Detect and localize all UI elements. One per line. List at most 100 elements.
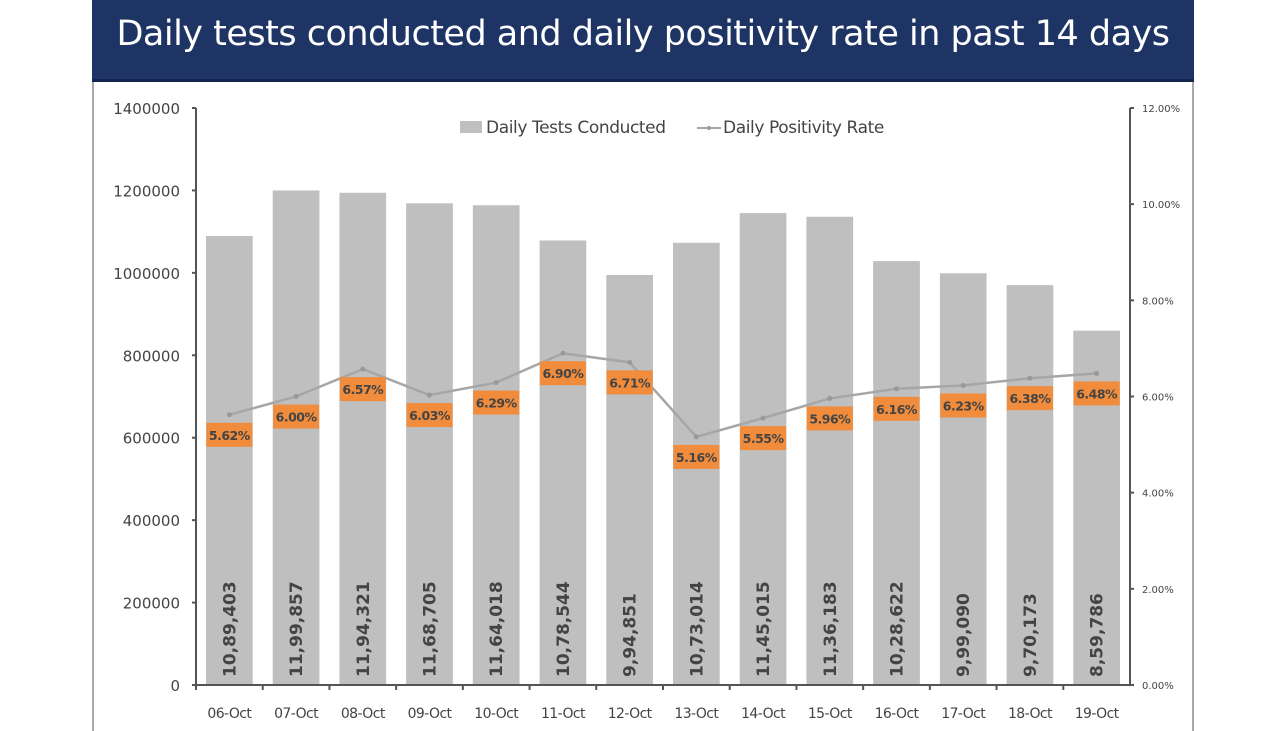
y-right-tick-label: 0.00%: [1142, 681, 1174, 692]
x-tick-label: 19-Oct: [1075, 706, 1120, 722]
positivity-label-bg: [539, 361, 586, 386]
positivity-label: 6.71%: [609, 375, 651, 390]
x-tick-label: 07-Oct: [274, 706, 319, 722]
positivity-label: 6.23%: [943, 398, 985, 413]
legend-label-bars: Daily Tests Conducted: [486, 118, 666, 138]
positivity-label: 6.00%: [276, 410, 318, 425]
positivity-label-bg: [273, 404, 320, 429]
y-right-tick-label: 10.00%: [1142, 200, 1180, 211]
bar-value-label: 11,36,183: [821, 581, 841, 677]
x-tick-label: 11-Oct: [541, 706, 586, 722]
positivity-label: 6.48%: [1076, 386, 1118, 401]
positivity-label: 5.96%: [809, 411, 851, 426]
bar-value-label: 11,99,857: [287, 581, 307, 677]
positivity-label-bg: [1073, 381, 1120, 406]
bar-value-label: 9,94,851: [621, 593, 641, 677]
y-left-tick-label: 200000: [123, 595, 180, 613]
positivity-point-09-Oct: [427, 392, 432, 398]
legend-label-line: Daily Positivity Rate: [723, 118, 884, 138]
bar-value-label: 8,59,786: [1088, 593, 1108, 677]
bar-07-Oct: [272, 190, 320, 686]
positivity-label-bg: [406, 403, 453, 428]
positivity-label: 5.16%: [676, 450, 718, 465]
positivity-point-19-Oct: [1094, 370, 1100, 376]
bar-15-Oct: [806, 216, 854, 685]
y-left-tick-label: 800000: [123, 347, 180, 365]
positivity-label: 6.57%: [342, 382, 384, 397]
positivity-label-bg: [606, 370, 653, 395]
bar-12-Oct: [606, 274, 653, 685]
bar-06-Oct: [206, 236, 253, 686]
x-tick-label: 09-Oct: [408, 706, 453, 722]
y-left-tick-label: 1200000: [113, 182, 180, 200]
x-tick-label: 14-Oct: [741, 706, 786, 722]
positivity-label: 5.62%: [209, 428, 251, 443]
y-right-tick-label: 8.00%: [1142, 296, 1174, 307]
positivity-line: [229, 351, 1097, 439]
y-left-tick-label: 1000000: [113, 265, 180, 283]
y-left-tick-label: 600000: [123, 430, 180, 448]
positivity-label: 5.55%: [743, 431, 785, 446]
positivity-label-bg: [339, 377, 386, 402]
positivity-point-15-Oct: [827, 395, 833, 401]
positivity-label-bg: [1006, 386, 1053, 411]
positivity-label-bg: [473, 390, 520, 415]
positivity-label: 6.90%: [542, 366, 584, 381]
y-left-tick-label: 0: [170, 677, 180, 695]
bar-value-label: 9,70,173: [1021, 593, 1041, 677]
bar-10-Oct: [472, 205, 520, 685]
bar-value-label: 10,73,014: [687, 581, 707, 677]
bar-09-Oct: [406, 203, 453, 685]
y-right-tick-label: 2.00%: [1142, 585, 1174, 596]
positivity-point-12-Oct: [627, 359, 633, 365]
positivity-label-bg: [806, 406, 853, 431]
positivity-label: 6.29%: [476, 396, 518, 411]
positivity-label: 6.03%: [409, 408, 451, 423]
bar-17-Oct: [939, 273, 987, 685]
title-banner: Daily tests conducted and daily positivi…: [92, 0, 1194, 82]
y-left-tick-label: 400000: [123, 512, 180, 530]
bar-value-label: 11,94,321: [354, 581, 374, 677]
x-tick-label: 08-Oct: [341, 706, 386, 722]
x-tick-label: 15-Oct: [808, 706, 853, 722]
positivity-point-13-Oct: [693, 434, 699, 440]
positivity-point-07-Oct: [293, 394, 299, 399]
positivity-point-17-Oct: [960, 382, 966, 388]
positivity-label-bg: [873, 396, 920, 421]
bar-16-Oct: [873, 261, 920, 685]
positivity-point-06-Oct: [226, 412, 232, 418]
legend-swatch-bars: [460, 121, 482, 133]
bar-value-label: 11,64,018: [487, 581, 507, 677]
y-right-tick-label: 4.00%: [1142, 489, 1174, 500]
legend-swatch-marker: [707, 126, 711, 130]
positivity-label-bg: [940, 393, 987, 418]
positivity-point-10-Oct: [493, 380, 499, 386]
chart-title: Daily tests conducted and daily positivi…: [116, 14, 1170, 54]
bar-value-label: 9,99,090: [954, 593, 974, 677]
positivity-point-14-Oct: [760, 415, 766, 421]
positivity-point-08-Oct: [360, 366, 366, 372]
x-tick-label: 17-Oct: [941, 706, 986, 722]
positivity-label-bg: [673, 444, 720, 469]
bar-value-label: 10,78,544: [554, 581, 574, 677]
x-tick-label: 06-Oct: [207, 706, 252, 722]
positivity-label-bg: [206, 422, 253, 447]
bar-value-label: 11,45,015: [754, 581, 774, 677]
x-tick-label: 13-Oct: [674, 706, 719, 722]
positivity-label-bg: [740, 426, 787, 451]
bar-08-Oct: [339, 192, 387, 685]
bar-value-label: 10,89,403: [220, 581, 240, 677]
positivity-label: 6.16%: [876, 402, 918, 417]
y-right-tick-label: 12.00%: [1142, 104, 1180, 115]
y-right-tick-label: 6.00%: [1142, 393, 1174, 404]
bar-value-label: 11,68,705: [421, 581, 441, 677]
x-tick-label: 18-Oct: [1008, 706, 1053, 722]
positivity-point-18-Oct: [1027, 375, 1033, 381]
positivity-point-16-Oct: [894, 386, 899, 392]
bar-11-Oct: [539, 240, 587, 686]
x-tick-label: 16-Oct: [875, 706, 920, 722]
bar-18-Oct: [1006, 285, 1054, 685]
positivity-label: 6.38%: [1009, 391, 1051, 406]
x-tick-label: 10-Oct: [474, 706, 519, 722]
